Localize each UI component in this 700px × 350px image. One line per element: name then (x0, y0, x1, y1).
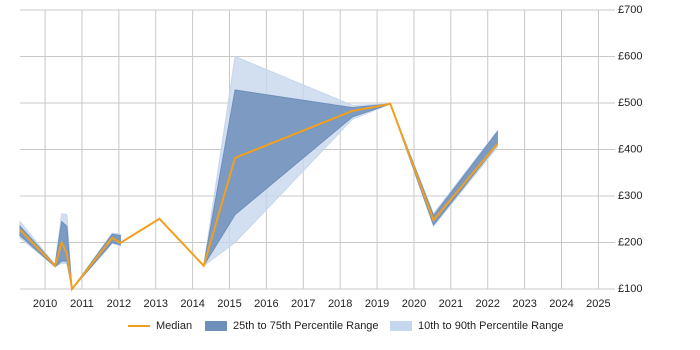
x-tick-label: 2013 (144, 298, 168, 310)
median-line (19, 102, 499, 292)
x-tick-label: 2018 (328, 298, 352, 310)
x-tick-label: 2019 (365, 298, 389, 310)
x-tick-label: 2016 (254, 298, 278, 310)
x-tick-label: 2023 (512, 298, 536, 310)
x-tick-label: 2020 (402, 298, 426, 310)
y-tick-label: £200 (618, 236, 642, 248)
x-tick-label: 2014 (180, 298, 204, 310)
x-tick-label: 2010 (33, 298, 57, 310)
legend-swatch (390, 321, 412, 331)
percentile-band (203, 89, 498, 267)
x-tick-label: 2024 (549, 298, 573, 310)
x-tick-label: 2017 (291, 298, 315, 310)
legend-label: 10th to 90th Percentile Range (418, 320, 564, 332)
x-tick-label: 2025 (586, 298, 610, 310)
x-tick-label: 2012 (107, 298, 131, 310)
x-tick-label: 2011 (70, 298, 94, 310)
legend-label: 25th to 75th Percentile Range (233, 320, 379, 332)
y-tick-label: £600 (618, 50, 642, 62)
y-tick-label: £300 (618, 190, 642, 202)
legend-label: Median (156, 320, 192, 332)
y-tick-label: £500 (618, 97, 642, 109)
y-tick-label: £100 (618, 283, 642, 295)
y-tick-label: £700 (618, 4, 642, 16)
legend-swatch (205, 321, 227, 331)
x-tick-label: 2021 (439, 298, 463, 310)
y-tick-label: £400 (618, 143, 642, 155)
x-tick-label: 2022 (475, 298, 499, 310)
x-tick-label: 2015 (217, 298, 241, 310)
